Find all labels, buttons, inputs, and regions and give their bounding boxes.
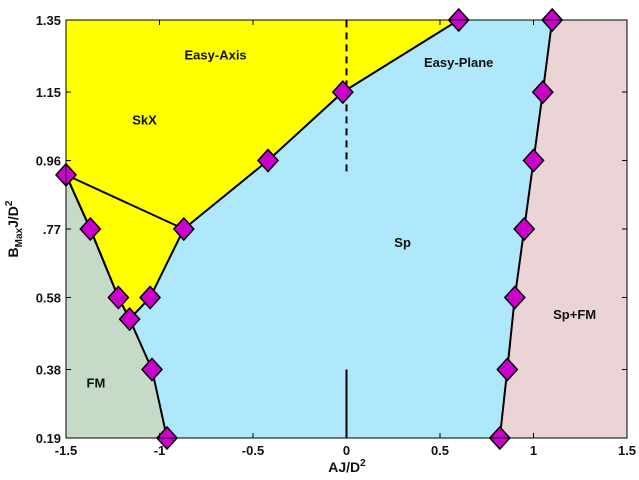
region-skx [66,20,459,320]
y-tick-label: 0.19 [36,431,61,446]
diamond-marker [331,79,354,105]
y-axis-ticks: 0.19 0.38 0.58 .77 0.96 1.15 1.35 [36,13,627,446]
y-tick-label: 1.15 [36,85,61,100]
boundary-fm-boundary [65,174,168,439]
diamond-marker [139,285,162,310]
diamond-marker [118,306,141,332]
x-axis-label: AJ/D2 [328,458,366,475]
y-axis-label: BMaxJ/D2 [4,200,25,257]
x-tick-label: -0.5 [242,443,264,458]
y-tick-label: 0.38 [36,363,61,378]
label-easy-plane: Easy-Plane [424,55,493,70]
diamond-marker [522,148,545,173]
diamond-marker [79,216,102,242]
label-easy-axis: Easy-Axis [185,48,247,63]
x-tick-label: 1 [530,443,537,458]
y-tick-label: 0.96 [36,154,61,169]
x-axis-ticks: -1.5 -1 -0.5 0 0.5 1 1.5 [55,20,636,458]
diamond-marker [172,216,195,242]
label-sp-fm: Sp+FM [553,307,596,322]
y-tick-label: 0.58 [36,290,61,305]
x-tick-label: 0.5 [431,443,449,458]
x-tick-label: 1.5 [618,443,636,458]
diamond-marker [107,285,130,310]
y-tick-label: .77 [43,222,61,237]
x-tick-label: -1 [154,443,166,458]
diamond-marker [496,357,519,382]
y-tick-label: 1.35 [36,13,61,28]
label-skx: SkX [132,113,157,128]
diamond-marker [513,216,536,242]
label-fm: FM [87,376,106,391]
x-tick-label: 0 [343,443,350,458]
region-labels: Easy-Axis SkX Easy-Plane Sp Sp+FM FM [87,48,597,391]
diamond-marker [531,79,554,105]
diamond-marker [140,357,164,382]
diamond-marker [503,285,526,310]
label-sp: Sp [394,235,411,250]
region-sp-fm [499,20,627,438]
diamond-marker [256,148,280,173]
x-tick-label: -1.5 [55,443,77,458]
